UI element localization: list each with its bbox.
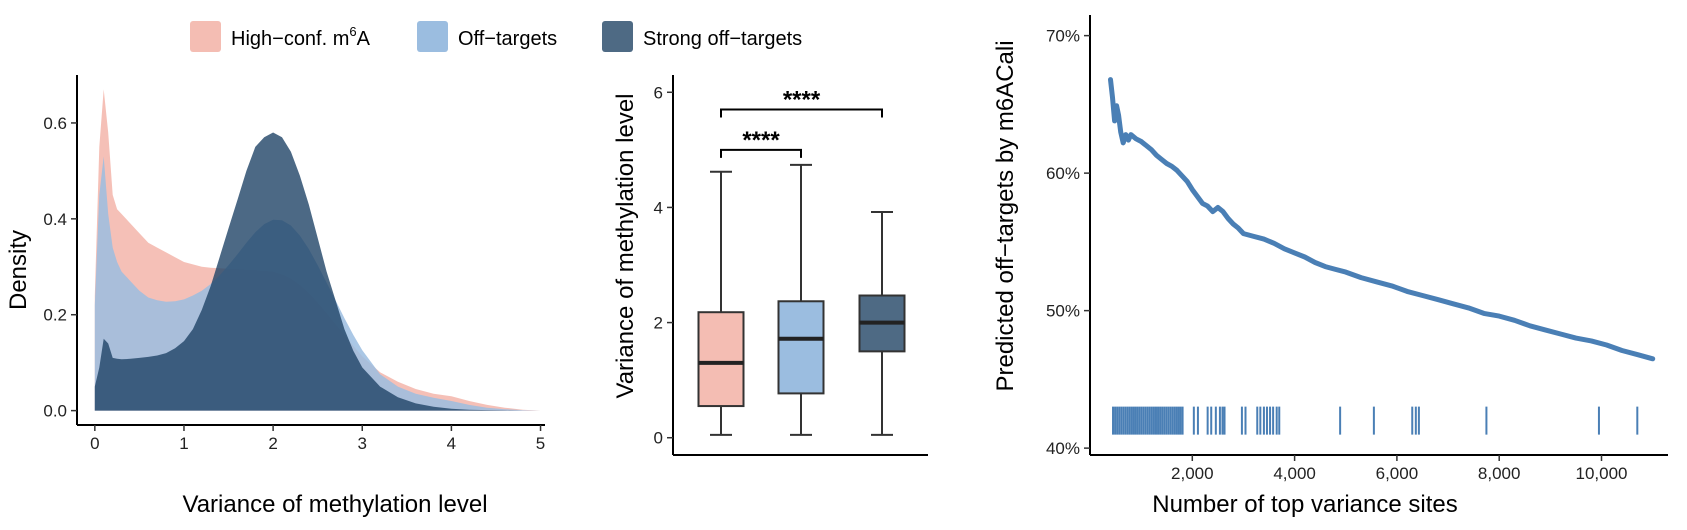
line-y-tick-label: 70% bbox=[1046, 27, 1080, 46]
density-x-axis-title: Variance of methylation level bbox=[182, 491, 487, 518]
box-body bbox=[697, 311, 745, 408]
significance-label: **** bbox=[742, 127, 780, 154]
legend-swatch-off-targets bbox=[417, 21, 448, 52]
rug-marks bbox=[1112, 406, 1639, 435]
significance-bracket bbox=[720, 148, 802, 158]
line-x-tick-label: 4,000 bbox=[1273, 464, 1316, 483]
line-x-tick-label: 6,000 bbox=[1376, 464, 1419, 483]
line-y-axis-title: Predicted off−targets by m6ACali bbox=[992, 40, 1019, 391]
boxplot-y-tick-label: 2 bbox=[654, 314, 663, 333]
significance-bracket bbox=[720, 108, 883, 118]
boxplot-y-axis-title: Variance of methylation level bbox=[612, 93, 639, 398]
line-x-tick-label: 10,000 bbox=[1576, 464, 1628, 483]
legend: High−conf. m6A Off−targets Strong off−ta… bbox=[190, 21, 802, 52]
legend-label-strong-off-targets: Strong off−targets bbox=[643, 28, 802, 50]
legend-label-high-conf: High−conf. m6A bbox=[231, 24, 371, 50]
boxplot-axes: 0 2 4 6 bbox=[654, 75, 928, 456]
density-x-tick-label: 5 bbox=[536, 434, 545, 453]
box-body bbox=[777, 300, 825, 395]
significance-brackets: ******** bbox=[720, 87, 883, 158]
density-y-tick-label: 0.0 bbox=[43, 402, 67, 421]
boxplot-y-tick-label: 6 bbox=[654, 83, 663, 102]
box-strong-off-targets bbox=[858, 211, 906, 436]
line-y-tick-label: 40% bbox=[1046, 439, 1080, 458]
boxplot-y-tick-label: 4 bbox=[654, 198, 663, 217]
boxplot-panel: 0 2 4 6 ******** Variance of methylation le… bbox=[612, 75, 928, 456]
density-x-tick-label: 4 bbox=[447, 434, 456, 453]
significance-label: **** bbox=[783, 87, 821, 114]
boxplot-y-tick-label: 0 bbox=[654, 429, 663, 448]
boxplot-boxes bbox=[697, 163, 906, 436]
line-x-axis-title: Number of top variance sites bbox=[1152, 491, 1457, 518]
density-x-tick-label: 3 bbox=[358, 434, 367, 453]
line-y-tick-label: 60% bbox=[1046, 164, 1080, 183]
density-y-tick-label: 0.6 bbox=[43, 114, 67, 133]
box-off-targets bbox=[777, 163, 825, 436]
density-y-axis-title: Density bbox=[5, 230, 32, 310]
legend-item-off-targets: Off−targets bbox=[417, 21, 557, 52]
density-y-tick-label: 0.2 bbox=[43, 306, 67, 325]
density-x-tick-label: 2 bbox=[268, 434, 277, 453]
density-areas bbox=[94, 89, 541, 411]
off-target-line bbox=[1108, 77, 1656, 362]
density-panel: 0 1 2 3 4 5 0.0 0.2 0.4 0.6 Variance of methylati… bbox=[5, 75, 545, 518]
density-x-tick-label: 0 bbox=[90, 434, 99, 453]
line-y-tick-label: 50% bbox=[1046, 302, 1080, 321]
legend-item-strong-off-targets: Strong off−targets bbox=[602, 21, 802, 52]
legend-label-off-targets: Off−targets bbox=[458, 28, 557, 50]
line-panel: 2,000 4,000 6,000 8,000 10,000 40% 50% 60% 70% N… bbox=[992, 15, 1668, 518]
legend-swatch-strong-off-targets bbox=[602, 21, 633, 52]
density-area-strong-off-targets bbox=[94, 132, 541, 411]
line-x-tick-label: 2,000 bbox=[1171, 464, 1214, 483]
legend-swatch-high-conf bbox=[190, 21, 221, 52]
density-axes: 0 1 2 3 4 5 0.0 0.2 0.4 0.6 bbox=[43, 75, 545, 453]
line-axes: 2,000 4,000 6,000 8,000 10,000 40% 50% 60% 70% bbox=[1046, 15, 1668, 483]
density-x-tick-label: 1 bbox=[179, 434, 188, 453]
density-y-tick-label: 0.4 bbox=[43, 210, 67, 229]
box-high-conf bbox=[697, 170, 745, 436]
legend-item-high-conf: High−conf. m6A bbox=[190, 21, 371, 52]
line-x-tick-label: 8,000 bbox=[1478, 464, 1521, 483]
